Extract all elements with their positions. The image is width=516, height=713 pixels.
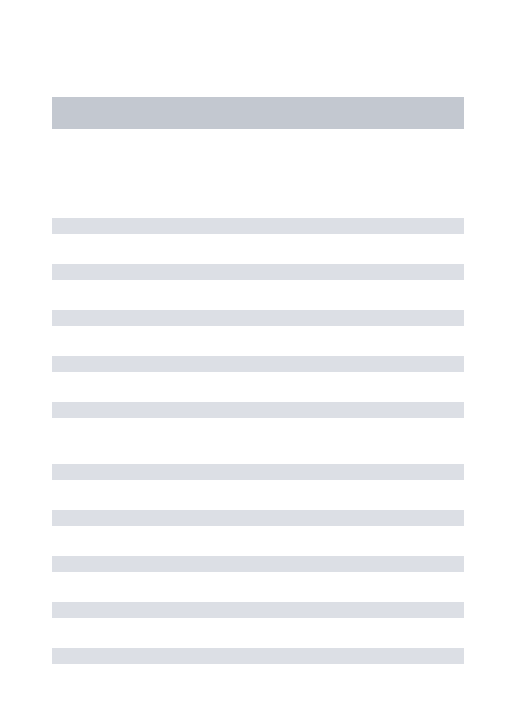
skeleton-line	[52, 556, 464, 572]
skeleton-line	[52, 402, 464, 418]
skeleton-line	[52, 264, 464, 280]
skeleton-line	[52, 648, 464, 664]
skeleton-line	[52, 310, 464, 326]
skeleton-line	[52, 602, 464, 618]
skeleton-line	[52, 356, 464, 372]
skeleton-line	[52, 218, 464, 234]
skeleton-header-bar	[52, 97, 464, 129]
skeleton-line	[52, 510, 464, 526]
skeleton-line	[52, 464, 464, 480]
